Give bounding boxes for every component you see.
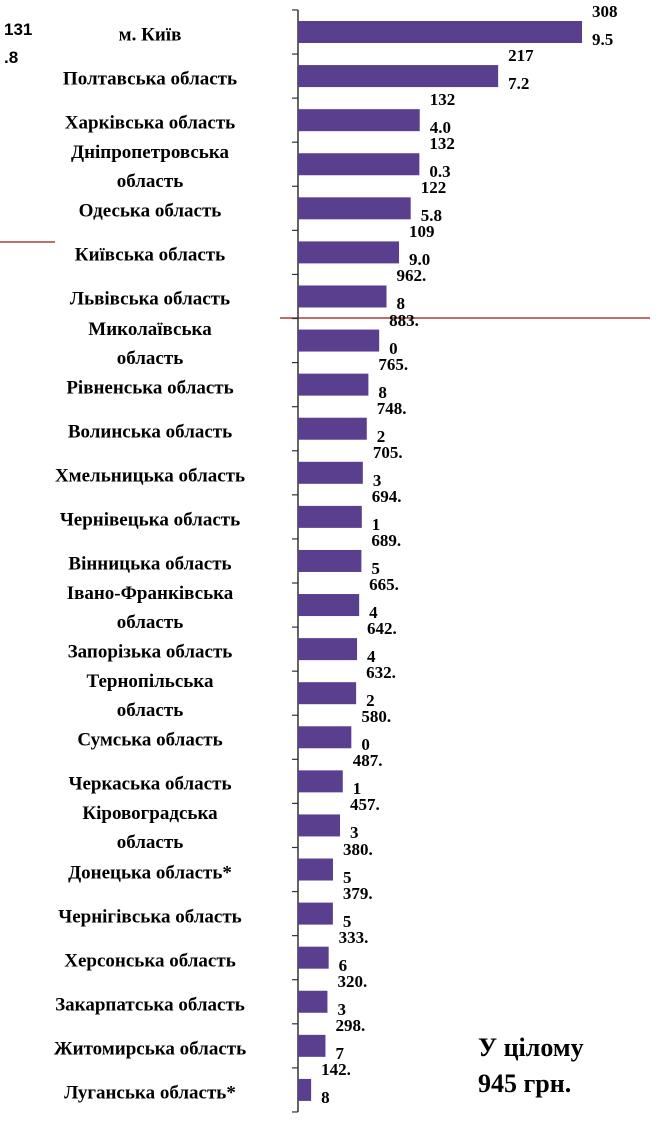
bar	[298, 461, 363, 484]
bar	[298, 329, 380, 352]
category-label: м. Київ	[118, 24, 182, 46]
bar	[298, 990, 328, 1013]
value-label: 689.5	[371, 530, 402, 578]
bar	[298, 726, 352, 749]
value-label: 642.4	[367, 619, 397, 667]
bar	[298, 946, 329, 969]
value-label: 1099.0	[409, 222, 435, 270]
category-label: Вінницька область	[68, 553, 232, 575]
category-label: Одеська область	[78, 200, 222, 222]
bar	[298, 153, 420, 176]
value-label: 298.7	[335, 1015, 366, 1063]
bar	[298, 549, 362, 572]
category-label: Сумська область	[77, 729, 223, 751]
category-label: Запорізька область	[67, 641, 233, 663]
value-label: 962.8	[396, 266, 427, 314]
category-label: Херсонська область	[64, 950, 236, 972]
category-label: Донецька область*	[68, 862, 232, 884]
bar	[298, 285, 387, 308]
bar	[298, 417, 367, 440]
bar	[298, 197, 411, 220]
bar	[298, 21, 583, 43]
annotation: 131 .8	[4, 20, 33, 67]
category-label: Рівненська область	[66, 377, 234, 399]
category-label: Дніпропетровська область	[71, 142, 229, 193]
category-label: Кіровоградська область	[82, 803, 218, 854]
value-label: 1320.3	[429, 134, 455, 182]
bar	[298, 814, 341, 837]
value-label: 665.4	[369, 575, 399, 623]
bar	[298, 109, 420, 132]
category-label: Івано-Франківська область	[66, 583, 234, 634]
value-label: 3089.5	[592, 2, 618, 49]
value-label: 883.0	[389, 310, 419, 358]
value-label: 320.3	[337, 971, 368, 1019]
category-label: Черкаська область	[68, 773, 232, 795]
value-label: 379.5	[342, 883, 373, 931]
category-label: Хмельницька область	[54, 465, 246, 487]
bar	[298, 682, 357, 705]
category-label: Львівська область	[69, 288, 231, 310]
bar	[298, 1034, 326, 1057]
bar	[298, 505, 362, 528]
bar	[298, 858, 333, 881]
value-label: 705.3	[372, 442, 403, 490]
bar	[298, 241, 400, 264]
value-label: 1225.8	[420, 178, 447, 226]
category-label: Волинська область	[67, 421, 233, 443]
category-label: Чернігівська область	[58, 906, 242, 928]
bar	[298, 373, 369, 396]
category-label: Чернівецька область	[59, 509, 241, 531]
value-label: 142.8	[321, 1059, 351, 1107]
category-label: Луганська область*	[64, 1082, 236, 1104]
bar	[298, 65, 499, 88]
bar	[298, 594, 360, 617]
value-label: 765.8	[378, 354, 409, 402]
value-label: 694.1	[371, 486, 402, 534]
value-label: 1324.0	[429, 90, 456, 138]
value-label: 380.5	[342, 839, 373, 887]
category-label: Тернопільська область	[86, 671, 214, 722]
bar	[298, 902, 333, 925]
annotation: У цілому 945 грн.	[478, 1033, 584, 1098]
category-label: Житомирська область	[53, 1038, 247, 1060]
value-label: 457.3	[350, 795, 380, 843]
bar	[298, 638, 358, 661]
value-label: 333.6	[338, 927, 369, 975]
category-label: Миколаївська область	[88, 318, 212, 369]
category-label: Харківська область	[64, 112, 236, 134]
value-label: 748.2	[376, 398, 407, 446]
category-label: Київська область	[74, 244, 226, 266]
value-label: 632.2	[366, 663, 396, 711]
bar	[298, 770, 343, 793]
value-label: 580.0	[361, 707, 392, 755]
category-label: Закарпатська область	[55, 994, 245, 1016]
value-label: 2177.2	[508, 46, 534, 94]
category-label: Полтавська область	[62, 68, 238, 90]
bar	[298, 1078, 312, 1101]
value-label: 487.1	[352, 751, 383, 799]
